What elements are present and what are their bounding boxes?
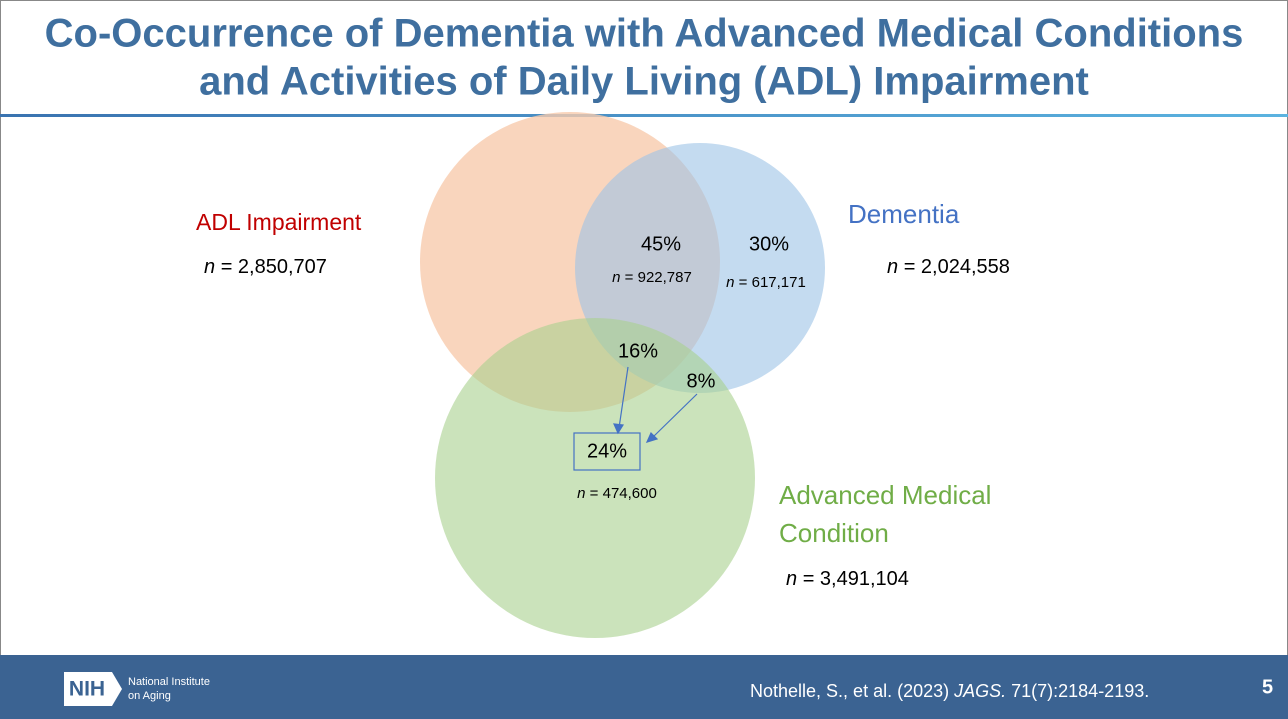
set-label: ADL Impairment [196, 209, 362, 235]
set-count: n = 2,024,558 [887, 256, 1010, 278]
set-count: n = 2,850,707 [204, 256, 327, 278]
institute-name: National Institute [128, 676, 210, 688]
set-label: Dementia [848, 199, 960, 229]
region-percent: 16% [618, 340, 658, 362]
arrow-head [613, 423, 625, 435]
title-line: Co-Occurrence of Dementia with Advanced … [45, 12, 1244, 56]
set-count: n = 3,491,104 [786, 568, 909, 590]
footer [0, 655, 1288, 719]
citation: Nothelle, S., et al. (2023) JAGS. 71(7):… [750, 681, 1149, 701]
region-percent: 24% [587, 440, 627, 462]
set-label: Condition [779, 518, 889, 548]
nih-logo [64, 672, 122, 706]
set-label: Advanced Medical [779, 480, 991, 510]
region-count: n = 474,600 [577, 485, 657, 502]
medical-circle [435, 318, 755, 638]
region-percent: 30% [749, 233, 789, 255]
region-count: n = 617,171 [726, 274, 806, 291]
institute-name: on Aging [128, 690, 171, 702]
nih-logo-text: NIH [69, 678, 105, 701]
region-percent: 45% [641, 233, 681, 255]
page-number: 5 [1262, 676, 1273, 698]
arrow [651, 393, 698, 439]
title-rule [0, 114, 1288, 117]
highlight-box [573, 432, 641, 471]
arrow [618, 366, 629, 429]
region-count: n = 922,787 [612, 269, 692, 286]
region-percent: 8% [687, 370, 716, 392]
arrow-head [645, 431, 659, 443]
title-line: and Activities of Daily Living (ADL) Imp… [199, 60, 1089, 104]
